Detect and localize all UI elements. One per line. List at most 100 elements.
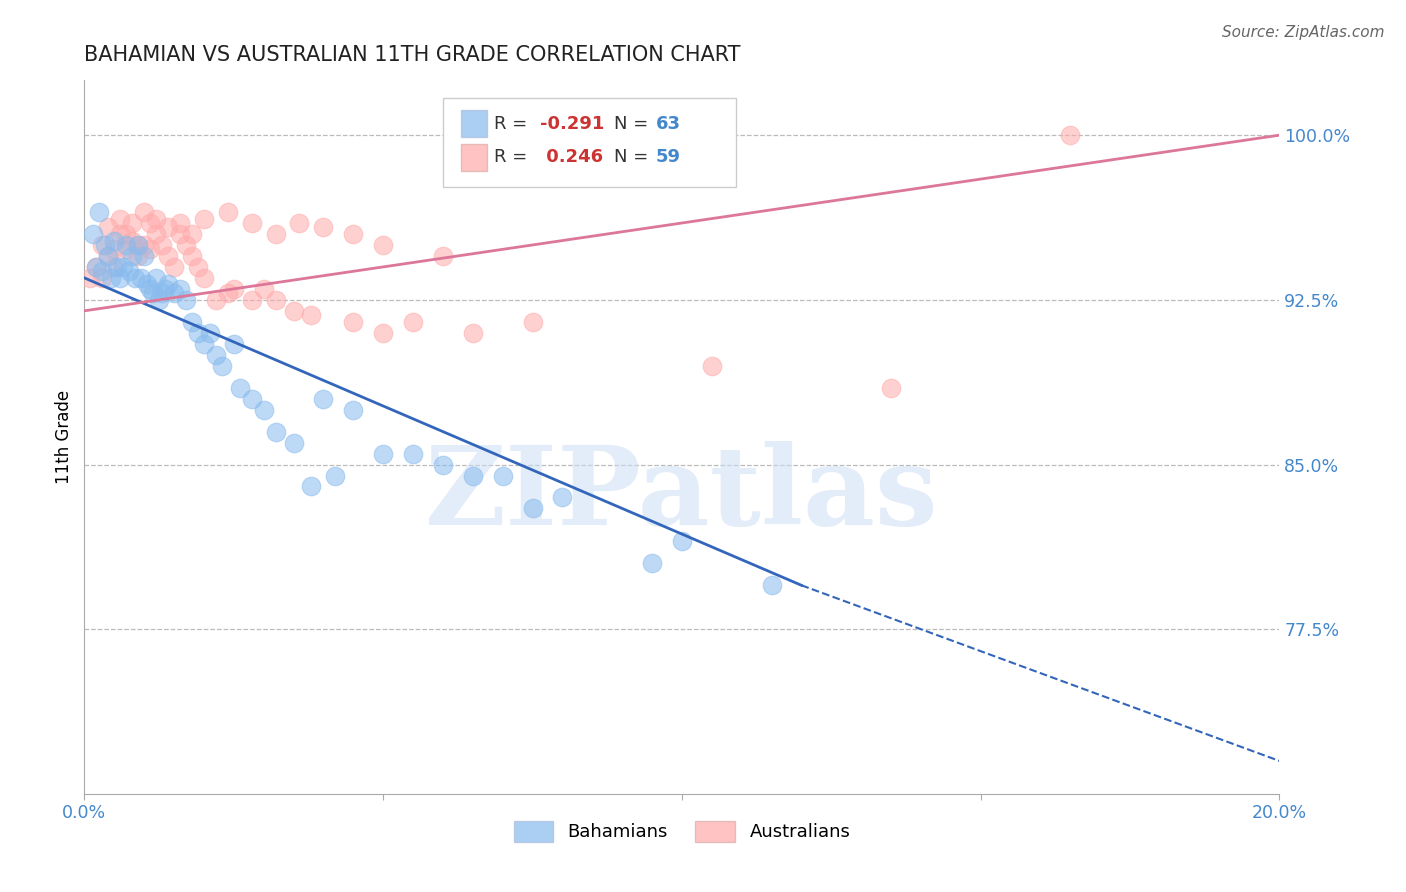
Point xyxy=(301,479,323,493)
Point xyxy=(301,308,323,322)
Text: 0.246: 0.246 xyxy=(540,148,603,166)
Point xyxy=(205,348,228,362)
Point xyxy=(229,381,252,395)
Point xyxy=(127,238,149,252)
Point xyxy=(373,446,395,460)
Point xyxy=(193,271,215,285)
Point xyxy=(103,260,125,274)
Point xyxy=(193,211,215,226)
Point xyxy=(118,264,141,278)
Point xyxy=(402,446,425,460)
Point xyxy=(373,238,395,252)
Point xyxy=(217,286,239,301)
Point xyxy=(89,205,111,219)
Legend: Bahamians, Australians: Bahamians, Australians xyxy=(506,814,858,849)
Text: R =: R = xyxy=(495,148,533,166)
Point xyxy=(461,326,484,340)
Point xyxy=(129,271,152,285)
Text: -0.291: -0.291 xyxy=(540,115,605,133)
Point xyxy=(127,249,149,263)
Point xyxy=(342,402,364,417)
Point xyxy=(264,425,287,439)
Point xyxy=(121,216,143,230)
Point xyxy=(240,293,263,307)
Point xyxy=(1059,128,1081,143)
Point xyxy=(205,293,228,307)
Point xyxy=(139,216,162,230)
Point xyxy=(169,227,191,241)
Text: N =: N = xyxy=(614,148,654,166)
Point xyxy=(342,227,364,241)
Point xyxy=(115,227,138,241)
Point xyxy=(82,227,104,241)
Point xyxy=(211,359,233,373)
Point xyxy=(325,468,347,483)
Point xyxy=(187,326,209,340)
Point xyxy=(121,234,143,248)
Point xyxy=(163,286,186,301)
Point xyxy=(121,249,143,263)
Point xyxy=(132,238,156,252)
Point xyxy=(187,260,209,274)
Point xyxy=(181,315,204,329)
Point xyxy=(700,359,723,373)
Point xyxy=(91,264,114,278)
Text: 59: 59 xyxy=(655,148,681,166)
Point xyxy=(110,227,132,241)
Point xyxy=(373,326,395,340)
Point xyxy=(253,402,276,417)
Text: BAHAMIAN VS AUSTRALIAN 11TH GRADE CORRELATION CHART: BAHAMIAN VS AUSTRALIAN 11TH GRADE CORREL… xyxy=(84,45,741,65)
Point xyxy=(181,227,204,241)
Point xyxy=(157,220,180,235)
Point xyxy=(145,211,167,226)
Point xyxy=(139,243,162,257)
Point xyxy=(492,468,515,483)
Point xyxy=(432,458,454,472)
FancyBboxPatch shape xyxy=(443,98,735,187)
Text: Source: ZipAtlas.com: Source: ZipAtlas.com xyxy=(1222,25,1385,40)
Point xyxy=(222,282,245,296)
Point xyxy=(240,216,263,230)
Point xyxy=(86,260,108,274)
Point xyxy=(880,381,903,395)
Point xyxy=(97,249,120,263)
Point xyxy=(145,271,167,285)
Point xyxy=(181,249,204,263)
Point xyxy=(522,315,544,329)
Point xyxy=(174,293,197,307)
Point xyxy=(103,243,125,257)
Text: N =: N = xyxy=(614,115,654,133)
Text: ZIPatlas: ZIPatlas xyxy=(425,441,939,548)
Point xyxy=(132,249,156,263)
Point xyxy=(461,468,484,483)
Point xyxy=(198,326,221,340)
Point xyxy=(136,277,159,292)
Point xyxy=(105,260,128,274)
Point xyxy=(145,227,167,241)
Text: 63: 63 xyxy=(655,115,681,133)
Y-axis label: 11th Grade: 11th Grade xyxy=(55,390,73,484)
Point xyxy=(641,557,664,571)
Point xyxy=(112,260,135,274)
Point xyxy=(522,501,544,516)
Point xyxy=(86,260,108,274)
Point xyxy=(283,303,305,318)
Point xyxy=(264,293,287,307)
Point xyxy=(97,220,120,235)
Point xyxy=(288,216,311,230)
Point xyxy=(127,238,149,252)
Point xyxy=(217,205,239,219)
Point xyxy=(312,220,335,235)
Point xyxy=(124,271,146,285)
Point xyxy=(115,238,138,252)
Point xyxy=(264,227,287,241)
Point xyxy=(132,205,156,219)
FancyBboxPatch shape xyxy=(461,111,486,137)
Point xyxy=(157,249,180,263)
Text: R =: R = xyxy=(495,115,533,133)
Point xyxy=(174,238,197,252)
Point xyxy=(115,243,138,257)
Point xyxy=(222,336,245,351)
Point xyxy=(671,534,693,549)
Point xyxy=(150,286,173,301)
